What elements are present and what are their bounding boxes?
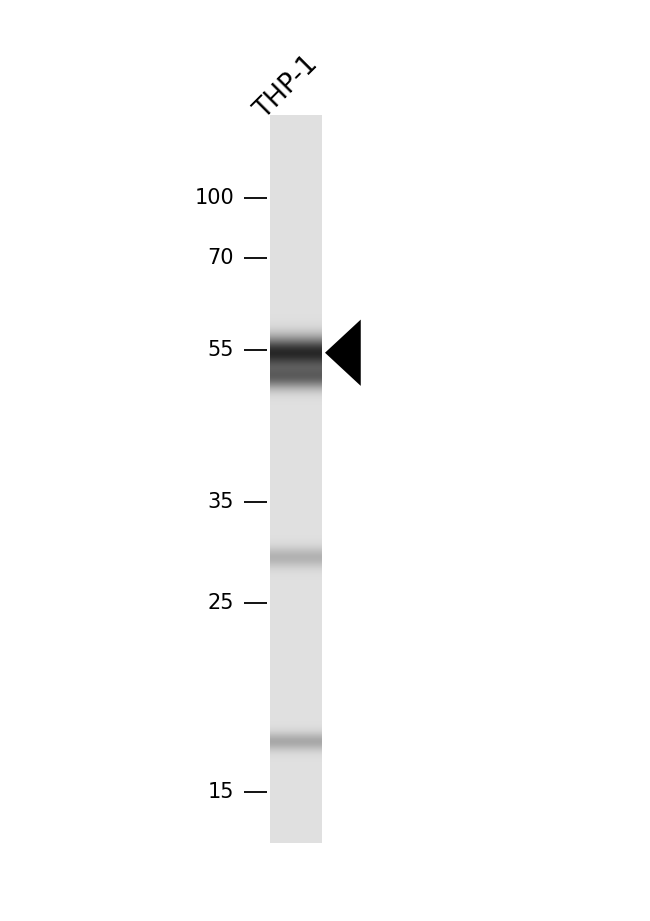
Text: 70: 70 bbox=[207, 248, 234, 268]
Text: 35: 35 bbox=[207, 492, 234, 512]
Text: 15: 15 bbox=[207, 782, 234, 802]
Text: THP-1: THP-1 bbox=[250, 51, 323, 124]
Text: 100: 100 bbox=[194, 188, 234, 208]
Text: 25: 25 bbox=[207, 593, 234, 613]
Text: 55: 55 bbox=[207, 340, 234, 360]
Polygon shape bbox=[325, 320, 361, 386]
